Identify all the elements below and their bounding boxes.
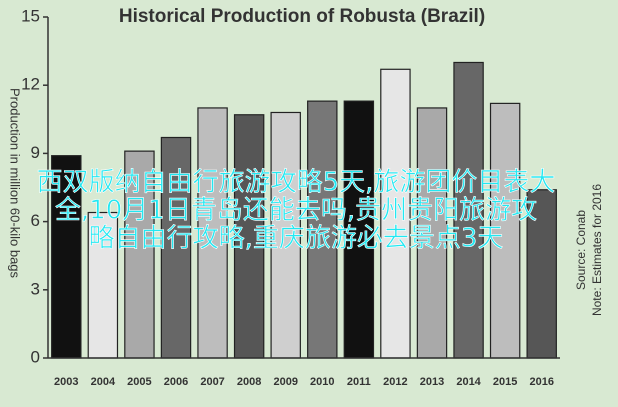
x-tick-label: 2014 [456,376,481,388]
bar [87,211,119,359]
bar [233,114,265,359]
source-note: Source: Conab [574,210,588,290]
bar [489,102,521,359]
bar [380,68,411,359]
x-tick-label: 2015 [493,376,517,388]
y-tick-label: 12 [21,75,40,94]
chart-title: Historical Production of Robusta (Brazil… [119,6,485,27]
x-tick-label: 2005 [127,376,151,388]
plot-area: 0 3 6 9 12 15 2003 2004 2005 2006 2007 2008 2009 2010… [21,6,560,388]
x-tick-label: 2008 [237,376,261,388]
x-tick-label: 2003 [54,376,78,388]
overlay-text: 略自由行攻略,重庆旅游必去景点3天 [89,224,504,254]
overlay-text: 西双版纳自由行旅游攻略5天,旅游团价目表大 [37,168,556,198]
estimate-note: Note: Estimates for 2016 [590,184,604,316]
y-tick-label: 9 [31,143,40,162]
x-tick-label: 2011 [347,376,371,388]
y-tick-label: 15 [21,6,40,25]
x-tick-label: 2004 [91,376,116,388]
bar [124,150,155,359]
y-tick-label: 3 [31,279,40,298]
x-tick-label: 2012 [383,376,407,388]
x-tick-label: 2016 [529,376,553,388]
y-axis-label: Production in million 60-kilo bags [8,88,23,279]
x-tick-label: 2009 [273,376,297,388]
bar [160,136,192,359]
x-tick-label: 2006 [164,376,188,388]
bar [453,61,484,359]
bar [526,189,557,359]
bar [343,100,375,359]
x-tick-label: 2007 [200,376,224,388]
overlay: 西双版纳自由行旅游攻略5天,旅游团价目表大全,10月1日青岛还能去吗,贵州贵阳旅… [36,167,556,254]
x-tick-label: 2010 [310,376,334,388]
y-tick-label: 6 [31,211,40,230]
bar [416,107,448,359]
bar [270,111,301,359]
y-tick-label: 0 [31,347,40,366]
bar [197,107,228,359]
x-tick-label: 2013 [420,376,444,388]
overlay-text: 全,10月1日青岛还能去吗,贵州贵阳旅游攻 [55,196,537,226]
bar [51,155,82,359]
